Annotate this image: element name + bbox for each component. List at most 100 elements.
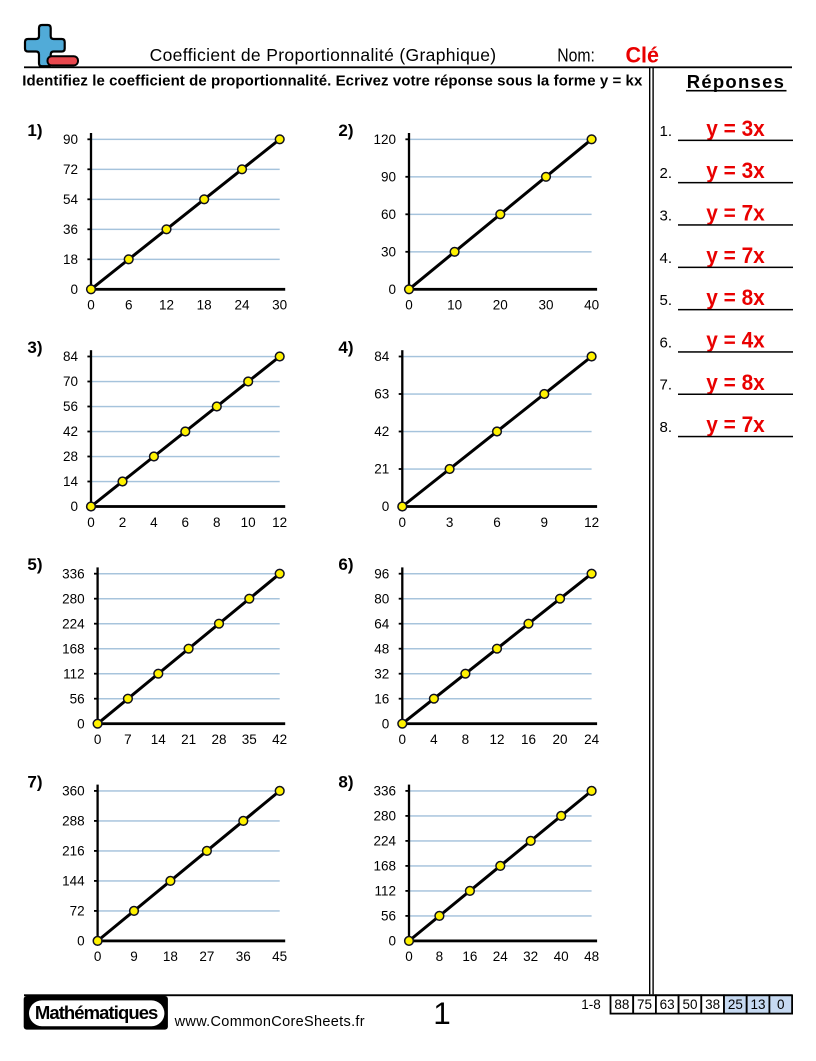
svg-text:10: 10 [241,515,256,530]
svg-text:25: 25 [728,997,743,1012]
svg-text:13: 13 [750,997,765,1012]
svg-text:0: 0 [405,298,413,313]
svg-text:0: 0 [87,298,95,313]
svg-text:14: 14 [63,474,79,489]
svg-text:360: 360 [62,784,85,799]
svg-text:18: 18 [63,252,78,267]
svg-text:8: 8 [436,949,444,964]
svg-text:4: 4 [430,732,438,747]
svg-text:48: 48 [584,949,599,964]
svg-text:Identifiez le coefficient de p: Identifiez le coefficient de proportionn… [22,72,643,89]
svg-text:y = 4x: y = 4x [706,328,765,353]
svg-text:30: 30 [538,298,553,313]
svg-text:8: 8 [213,515,221,530]
svg-text:64: 64 [374,616,390,631]
svg-text:21: 21 [181,732,196,747]
svg-text:3): 3) [27,338,42,357]
svg-text:7.: 7. [660,377,673,394]
svg-text:2.: 2. [660,165,673,182]
svg-text:56: 56 [63,399,78,414]
svg-text:56: 56 [381,909,396,924]
svg-text:Mathématiques: Mathématiques [35,1002,159,1023]
svg-text:18: 18 [197,298,212,313]
svg-text:168: 168 [62,641,85,656]
svg-text:36: 36 [63,222,78,237]
svg-text:Coefficient de Proportionnalit: Coefficient de Proportionnalité (Graphiq… [150,45,497,65]
svg-text:9: 9 [541,515,549,530]
svg-text:216: 216 [62,844,85,859]
svg-text:72: 72 [70,904,85,919]
svg-text:12: 12 [272,515,287,530]
svg-text:1: 1 [433,995,451,1031]
svg-text:72: 72 [63,162,78,177]
svg-text:Nom:: Nom: [557,45,595,66]
svg-text:0: 0 [87,515,95,530]
svg-text:7: 7 [124,732,132,747]
svg-text:12: 12 [159,298,174,313]
svg-text:y = 7x: y = 7x [706,412,765,437]
svg-text:y = 8x: y = 8x [706,370,765,395]
svg-text:6: 6 [493,515,501,530]
svg-text:5.: 5. [660,292,673,309]
svg-text:168: 168 [373,859,396,874]
svg-text:50: 50 [682,997,697,1012]
svg-text:63: 63 [374,387,389,402]
svg-text:38: 38 [705,997,720,1012]
svg-text:3: 3 [446,515,454,530]
svg-text:18: 18 [163,949,178,964]
svg-text:24: 24 [234,298,250,313]
svg-text:6.: 6. [660,334,673,351]
svg-text:0: 0 [399,515,407,530]
svg-text:36: 36 [236,949,251,964]
svg-text:14: 14 [151,732,167,747]
svg-text:2): 2) [338,121,353,140]
svg-text:5): 5) [27,555,42,574]
svg-text:16: 16 [374,691,389,706]
svg-text:336: 336 [62,566,85,581]
svg-text:60: 60 [381,207,396,222]
svg-text:0: 0 [77,934,85,949]
svg-text:0: 0 [388,282,396,297]
svg-text:48: 48 [374,641,389,656]
svg-text:12: 12 [584,515,599,530]
svg-text:70: 70 [63,374,78,389]
svg-text:280: 280 [373,809,396,824]
svg-text:35: 35 [242,732,257,747]
svg-text:63: 63 [660,997,675,1012]
svg-text:28: 28 [211,732,226,747]
svg-text:96: 96 [374,566,389,581]
svg-text:280: 280 [62,591,85,606]
svg-text:42: 42 [374,424,389,439]
svg-text:0: 0 [777,997,785,1012]
svg-text:y = 3x: y = 3x [706,116,765,141]
svg-text:32: 32 [374,666,389,681]
svg-text:0: 0 [70,499,78,514]
svg-text:0: 0 [94,949,102,964]
svg-text:y = 8x: y = 8x [706,285,765,310]
svg-text:32: 32 [523,949,538,964]
svg-text:0: 0 [77,716,85,731]
svg-text:0: 0 [382,499,390,514]
svg-text:88: 88 [614,997,629,1012]
svg-text:21: 21 [374,462,389,477]
svg-text:0: 0 [70,282,78,297]
svg-text:20: 20 [552,732,567,747]
svg-text:6: 6 [125,298,133,313]
svg-text:90: 90 [63,132,78,147]
svg-text:45: 45 [272,949,287,964]
svg-text:40: 40 [554,949,569,964]
svg-text:12: 12 [489,732,504,747]
svg-text:112: 112 [63,666,85,681]
svg-text:16: 16 [462,949,477,964]
svg-text:288: 288 [62,814,85,829]
svg-text:Clé: Clé [626,43,660,68]
svg-text:10: 10 [447,298,462,313]
svg-text:y = 7x: y = 7x [706,243,765,268]
svg-text:4): 4) [338,338,353,357]
svg-text:30: 30 [381,245,396,260]
svg-text:27: 27 [199,949,214,964]
svg-text:1.: 1. [660,123,673,140]
svg-text:1-8: 1-8 [581,997,601,1012]
svg-text:90: 90 [381,170,396,185]
svg-text:54: 54 [63,192,79,207]
